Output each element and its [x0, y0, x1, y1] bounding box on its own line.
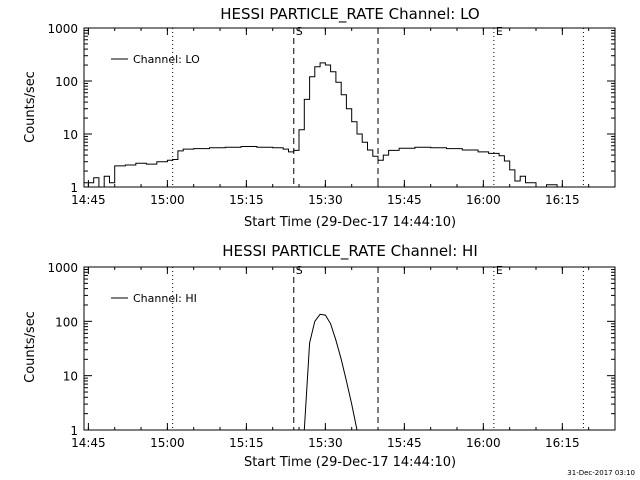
- series-line-hi: [303, 313, 358, 431]
- x-axis-label-lo: Start Time (29-Dec-17 14:44:10): [244, 215, 456, 230]
- event-marker-label: E: [496, 25, 503, 38]
- legend-entry-lo: Channel: LO: [133, 53, 200, 66]
- chart-title-lo: HESSI PARTICLE_RATE Channel: LO: [220, 5, 479, 24]
- x-tick-label: 15:45: [387, 193, 422, 207]
- x-tick-label: 14:45: [71, 193, 106, 207]
- chart-title-hi: HESSI PARTICLE_RATE Channel: HI: [222, 242, 478, 261]
- legend-entry-hi: Channel: HI: [133, 292, 197, 305]
- plot-area-lo: S E 14:45 15:00 15:15 15:30 15:45 16:00 16:15 1 10…: [47, 22, 616, 207]
- panel-lo: HESSI PARTICLE_RATE Channel: LO S E14:45 1…: [23, 5, 616, 230]
- x-tick-label: 15:15: [229, 436, 264, 450]
- x-tick-label: 16:15: [545, 193, 580, 207]
- x-tick-label: 16:00: [466, 193, 501, 207]
- x-tick-label: 16:15: [545, 436, 580, 450]
- plot-frame-hi: [83, 266, 616, 431]
- plot-frame-lo: [83, 27, 616, 188]
- x-tick-label: 14:45: [71, 436, 106, 450]
- x-tick-label: 15:30: [308, 193, 343, 207]
- event-marker-label: S: [296, 264, 303, 277]
- y-tick-label: 100: [55, 315, 78, 329]
- y-tick-label: 1000: [47, 261, 78, 275]
- y-tick-label: 100: [55, 75, 78, 89]
- series-line-lo: [84, 62, 558, 188]
- timestamp-footer: 31-Dec-2017 03:10: [567, 469, 635, 477]
- y-tick-label: 10: [63, 370, 78, 384]
- y-axis-label-lo: Counts/sec: [23, 71, 38, 143]
- event-marker-label: E: [496, 264, 503, 277]
- event-marker-label: S: [296, 25, 303, 38]
- x-tick-label: 15:00: [150, 436, 185, 450]
- x-tick-label: 15:45: [387, 436, 422, 450]
- y-axis-label-hi: Counts/sec: [23, 311, 38, 383]
- y-tick-label: 1: [70, 181, 78, 195]
- x-axis-label-hi: Start Time (29-Dec-17 14:44:10): [244, 455, 456, 470]
- x-tick-label: 15:30: [308, 436, 343, 450]
- y-tick-label: 10: [63, 128, 78, 142]
- x-tick-label: 15:00: [150, 193, 185, 207]
- panel-hi: HESSI PARTICLE_RATE Channel: HI S E14:45 1…: [23, 242, 616, 470]
- x-tick-label: 16:00: [466, 436, 501, 450]
- x-tick-label: 15:15: [229, 193, 264, 207]
- plot-area-hi: S E 14:45 15:00 15:15 15:30 15:45 16:00 16:15 1 10…: [47, 261, 616, 450]
- y-tick-label: 1: [70, 424, 78, 438]
- y-tick-label: 1000: [47, 22, 78, 36]
